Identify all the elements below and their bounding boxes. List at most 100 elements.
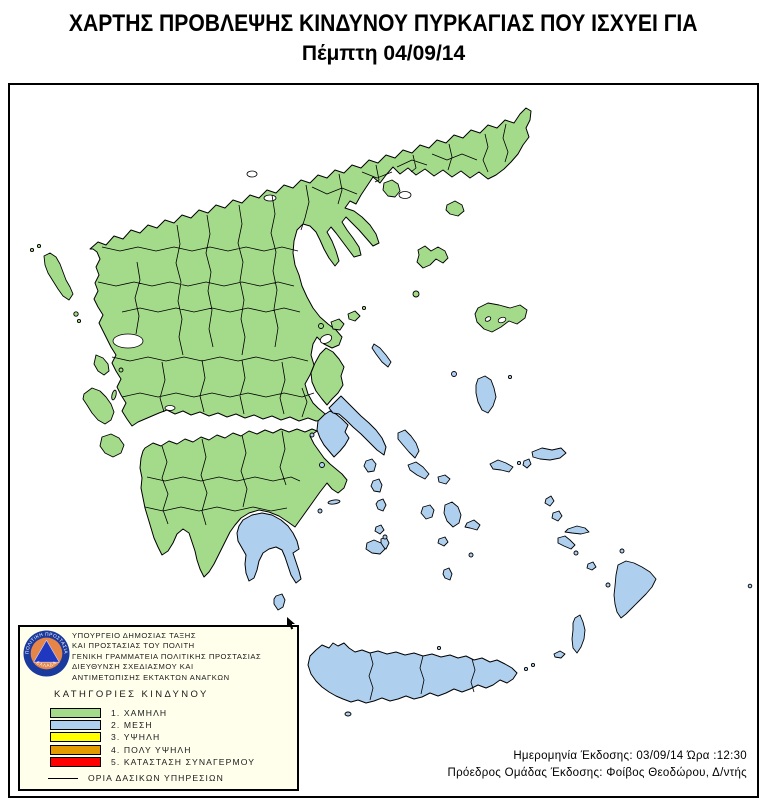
santorini-shape xyxy=(442,567,453,581)
swatch-alarm xyxy=(50,756,101,767)
agency-text: ΥΠΟΥΡΓΕΙΟ ΔΗΜΟΣΙΑΣ ΤΑΞΗΣ ΚΑΙ ΠΡΟΣΤΑΣΙΑΣ … xyxy=(72,631,297,683)
ios-shape xyxy=(437,536,449,547)
legend-boundaries-row: ΟΡΙΑ ΔΑΣΙΚΩΝ ΥΠΗΡΕΣΙΩΝ xyxy=(48,773,224,783)
swatch-medium xyxy=(50,720,101,731)
legend-row-medium: 2. ΜΕΣΗ xyxy=(50,719,255,731)
evia-north-shape xyxy=(310,347,345,406)
legend-label-high: 3. ΥΨΗΛΗ xyxy=(111,732,161,743)
limnos-shape xyxy=(416,245,449,269)
agency-line: ΚΑΙ ΠΡΟΣΤΑΣΙΑΣ ΤΟΥ ΠΟΛΙΤΗ xyxy=(72,641,195,651)
astypalaia-shape xyxy=(557,535,576,550)
title-line-1: ΧΑΡΤΗΣ ΠΡΟΒΛΕΨΗΣ ΚΙΝΔΥΝΟΥ ΠΥΡΚΑΓΙΑΣ ΠΟΥ … xyxy=(69,10,698,37)
mainland-greece xyxy=(89,107,532,427)
prefecture-boundaries xyxy=(97,123,509,526)
aegean-islands-medium xyxy=(273,343,753,659)
issue-date-line: Ημερομηνία Έκδοσης: 03/09/14 Ώρα :12:30 xyxy=(513,750,747,762)
chios-shape xyxy=(475,375,497,414)
logo-ring-bottom-text: ΕΛΛΑΔΑ xyxy=(35,660,57,668)
mainland-shape xyxy=(89,107,532,427)
leros-shape xyxy=(544,495,555,507)
issue-info: Ημερομηνία Έκδοσης: 03/09/14 Ώρα :12:30 … xyxy=(447,748,747,781)
tilos-shape xyxy=(586,561,597,571)
paros-shape xyxy=(420,504,435,520)
samothrace-shape xyxy=(445,200,465,217)
crete-shape xyxy=(307,642,518,704)
amorgos-shape xyxy=(464,519,481,531)
skopelos-shape xyxy=(330,318,345,331)
title-line-2: Πέμπτη 04/09/14 xyxy=(301,42,466,65)
agency-line: ΓΕΝΙΚΗ ΓΡΑΜΜΑΤΕΙΑ ΠΟΛΙΤΙΚΗΣ ΠΡΟΣΤΑΣΙΑΣ xyxy=(72,651,262,661)
greece-fire-risk-map: ΠΟΛΙΤΙΚΗ ΠΡΟΣΤΑΣΙΑ ΕΛΛΑΔΑ ΥΠΟΥΡΓΕΙΟ ΔΗΜΟ… xyxy=(8,83,759,798)
ikaria-shape xyxy=(489,459,514,473)
psara-shape xyxy=(451,371,457,377)
andros-shape xyxy=(397,429,420,459)
corfu-shape xyxy=(43,252,74,301)
legend-row-very-high: 4. ΠΟΛΥ ΥΨΗΛΗ xyxy=(50,744,255,756)
legend-box: ΠΟΛΙΤΙΚΗ ΠΡΟΣΤΑΣΙΑ ΕΛΛΑΔΑ ΥΠΟΥΡΓΕΙΟ ΔΗΜΟ… xyxy=(18,625,299,791)
milos-shape xyxy=(365,539,386,555)
lake-vegoritida xyxy=(246,170,258,178)
pagasetic-gulf xyxy=(319,334,333,344)
issue-president-line: Πρόεδρος Ομάδας Έκδοσης: Φοίβος Θεοδώρου… xyxy=(447,766,747,779)
kos-shape xyxy=(564,525,590,535)
mouse-cursor-icon xyxy=(287,617,295,630)
paxoi-shape xyxy=(73,311,79,317)
lake-vistonida xyxy=(398,191,412,199)
lake-volvi xyxy=(263,194,277,202)
legend-row-low: 1. ΧΑΜΗΛΗ xyxy=(50,707,255,719)
legend-label-very-high: 4. ΠΟΛΥ ΥΨΗΛΗ xyxy=(111,744,192,755)
thasos-shape xyxy=(382,179,401,198)
legend-label-low: 1. ΧΑΜΗΛΗ xyxy=(111,708,168,719)
alonissos-shape xyxy=(347,310,361,322)
skiathos-shape xyxy=(318,323,324,329)
serifos-shape xyxy=(374,524,385,535)
zakynthos-shape xyxy=(99,433,125,458)
page-title: ΧΑΡΤΗΣ ΠΡΟΒΛΕΨΗΣ ΚΙΝΔΥΝΟΥ ΠΥΡΚΑΓΙΑΣ ΠΟΥ … xyxy=(0,10,767,66)
samos-shape xyxy=(531,447,567,461)
boundary-line-sample xyxy=(48,777,78,779)
tinos-shape xyxy=(407,461,430,480)
kythira-shape xyxy=(273,593,286,611)
lefkada-shape xyxy=(93,354,110,376)
swatch-low xyxy=(50,708,101,719)
hydra-shape xyxy=(327,499,341,505)
legend-boundaries-label: ΟΡΙΑ ΔΑΣΙΚΩΝ ΥΠΗΡΕΣΙΩΝ xyxy=(88,773,224,783)
laconia-shape xyxy=(236,512,302,584)
crete xyxy=(307,642,536,717)
map-svg xyxy=(29,107,753,717)
agios-efstratios-shape xyxy=(412,290,420,298)
north-aegean-islands xyxy=(318,179,528,333)
ionian-islands xyxy=(29,243,125,458)
ithaca-shape xyxy=(111,389,117,401)
legend-row-high: 3. ΥΨΗΛΗ xyxy=(50,731,255,743)
agency-line: ΑΝΤΙΜΕΤΩΠΙΣΗΣ ΕΚΤΑΚΤΩΝ ΑΝΑΓΚΩΝ xyxy=(72,672,230,682)
legend-label-medium: 2. ΜΕΣΗ xyxy=(111,720,153,731)
karpathos-shape xyxy=(571,614,586,654)
kea-shape xyxy=(363,458,377,473)
legend-rows: 1. ΧΑΜΗΛΗ 2. ΜΕΣΗ 3. ΥΨΗΛΗ 4. ΠΟΛΥ ΥΨΗΛΗ… xyxy=(50,707,255,768)
agency-line: ΔΙΕΥΘΥΝΣΗ ΣΧΕΔΙΑΣΜΟΥ ΚΑΙ xyxy=(72,662,194,672)
kythnos-shape xyxy=(370,478,383,493)
logo-triangle xyxy=(33,639,60,663)
salamina-shape xyxy=(309,432,315,438)
aegina-shape xyxy=(319,462,325,468)
legend-heading: ΚΑΤΗΓΟΡΙΕΣ ΚΙΝΔΥΝΟΥ xyxy=(54,689,209,700)
syros-shape xyxy=(375,498,387,512)
kefalonia-shape xyxy=(82,387,115,425)
swatch-very-high xyxy=(50,744,101,755)
lake-trichonida xyxy=(164,405,176,411)
legend-row-alarm: 5. ΚΑΤΑΣΤΑΣΗ ΣΥΝΑΓΕΡΜΟΥ xyxy=(50,756,255,768)
mykonos-shape xyxy=(437,474,451,485)
civil-protection-logo: ΠΟΛΙΤΙΚΗ ΠΡΟΣΤΑΣΙΑ ΕΛΛΑΔΑ xyxy=(23,630,70,677)
kastellorizo-shape xyxy=(747,583,753,589)
skyros-shape xyxy=(371,343,392,368)
rhodes-shape xyxy=(613,560,657,619)
ambracian-gulf xyxy=(112,333,144,349)
kalymnos-shape xyxy=(551,510,563,522)
patmos-shape xyxy=(522,458,532,469)
kasos-shape xyxy=(553,650,566,659)
legend-label-alarm: 5. ΚΑΤΑΣΤΑΣΗ ΣΥΝΑΓΕΡΜΟΥ xyxy=(111,756,256,767)
naxos-shape xyxy=(443,501,462,528)
gavdos-shape xyxy=(344,711,352,717)
